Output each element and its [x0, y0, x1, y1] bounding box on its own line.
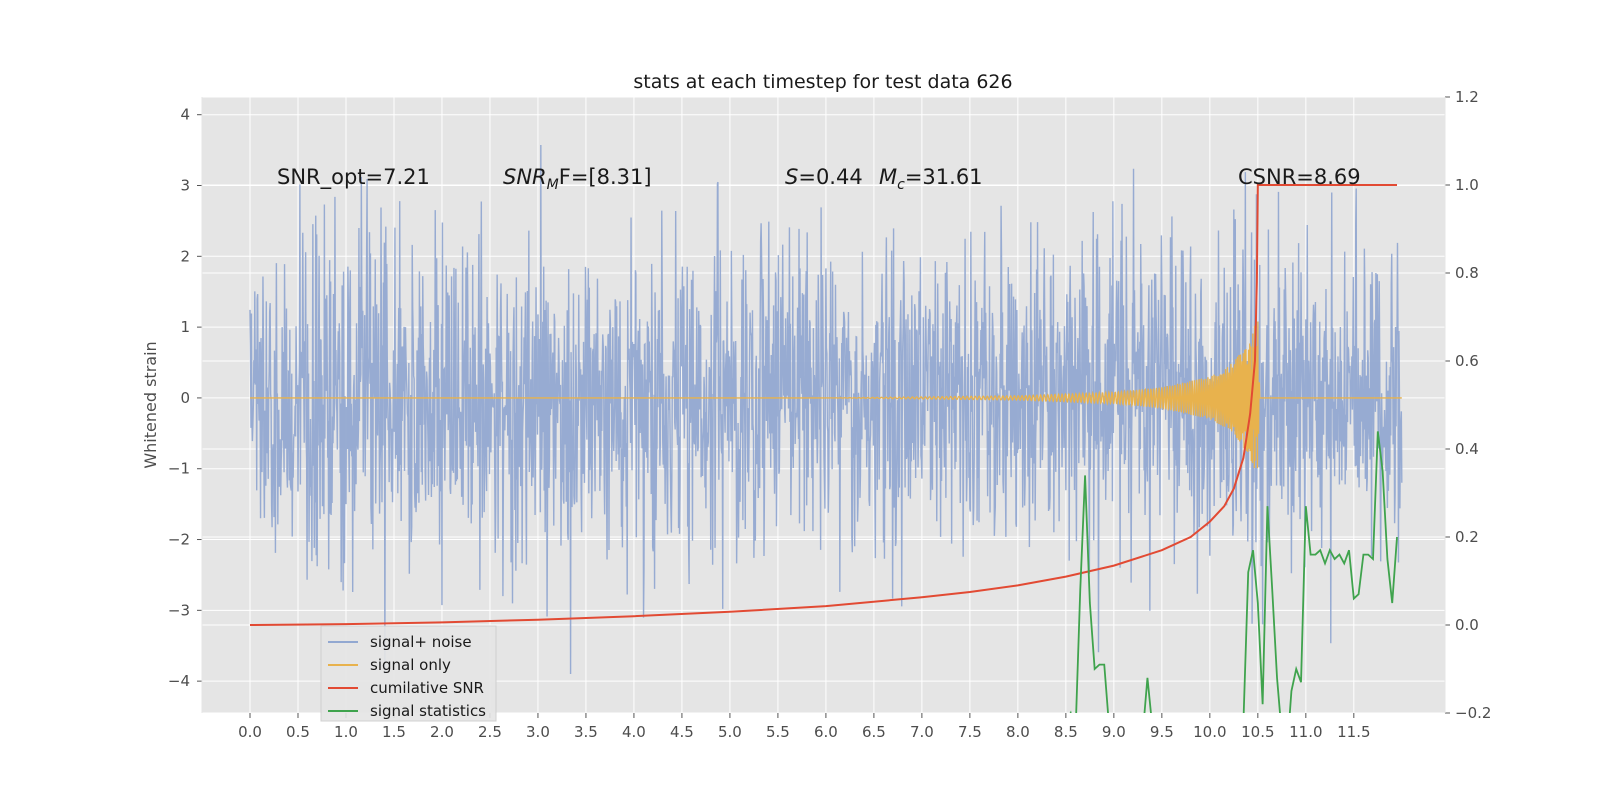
- annotation-snr-mf-symbol: SNR: [503, 165, 547, 189]
- y-tick-label-right: 0.0: [1455, 616, 1479, 634]
- x-tick-label: 0.5: [286, 723, 310, 741]
- series-layer: [249, 144, 1403, 713]
- series-signal-noise: [249, 144, 1403, 675]
- chart-title: stats at each timestep for test data 626: [633, 71, 1012, 93]
- legend-entry-label: signal+ noise: [370, 633, 472, 651]
- x-tick-label: 4.0: [622, 723, 646, 741]
- x-tick-label: 6.5: [862, 723, 886, 741]
- y-tick-label-left: −3: [168, 601, 190, 619]
- x-tick-label: 10.0: [1193, 723, 1226, 741]
- y-tick-label-right: 0.4: [1455, 440, 1479, 458]
- annotation-snr-mf-sub: M: [547, 177, 559, 193]
- x-tick-label: 5.0: [718, 723, 742, 741]
- series-cumulative-snr: [249, 184, 1398, 626]
- series-signal-only: [249, 321, 1402, 469]
- legend-entry-label: cumilative SNR: [370, 679, 484, 697]
- y-tick-label-left: 0: [180, 389, 190, 407]
- annotation-snr-mf-rest: F=[8.31]: [559, 165, 652, 189]
- x-tick-label: 0.0: [238, 723, 262, 741]
- y-tick-label-left: −4: [168, 672, 190, 690]
- x-tick-label: 2.0: [430, 723, 454, 741]
- x-tick-label: 2.5: [478, 723, 502, 741]
- series-signal-statistics: [1069, 475, 1109, 713]
- y-tick-label-left: −1: [168, 460, 190, 478]
- annotation-mc-sub: c: [897, 177, 905, 193]
- x-tick-label: 3.0: [526, 723, 550, 741]
- legend-entry-label: signal statistics: [370, 702, 486, 720]
- y-tick-label-left: 2: [180, 247, 190, 265]
- series-signal-statistics: [1143, 677, 1152, 713]
- x-tick-label: 3.5: [574, 723, 598, 741]
- annotation-s: S=0.44: [785, 165, 863, 189]
- y-tick-label-right: −0.2: [1455, 704, 1491, 722]
- legend-entry-label: signal only: [370, 656, 451, 674]
- x-tick-label: 7.0: [910, 723, 934, 741]
- y-tick-label-right: 1.0: [1455, 176, 1479, 194]
- x-tick-label: 8.0: [1006, 723, 1030, 741]
- y-tick-label-left: 3: [180, 177, 190, 195]
- y-tick-label-right: 1.2: [1455, 88, 1479, 106]
- y-tick-label-left: −2: [168, 531, 190, 549]
- x-tick-label: 11.5: [1337, 723, 1370, 741]
- x-tick-label: 1.0: [334, 723, 358, 741]
- annotation-csnr: CSNR=8.69: [1238, 165, 1361, 189]
- y-tick-label-left: 4: [180, 106, 190, 124]
- annotation-snr-opt: SNR_opt=7.21: [277, 165, 430, 190]
- series-signal-statistics: [1242, 431, 1398, 713]
- x-tick-label: 8.5: [1054, 723, 1078, 741]
- x-tick-label: 4.5: [670, 723, 694, 741]
- y-tick-label-right: 0.2: [1455, 528, 1479, 546]
- x-tick-label: 9.0: [1102, 723, 1126, 741]
- annotation-snr-mf: SNRMF=[8.31]: [503, 165, 652, 193]
- y-axis-label: Whitened strain: [141, 341, 160, 468]
- y-tick-label-left: 1: [180, 318, 190, 336]
- axes: 0.0 0.5 1.0 1.5 2.0 2.5 3.0 3.5 4.0 4.5 5.0 5.5 6.0 6…: [168, 88, 1492, 741]
- x-tick-label: 5.5: [766, 723, 790, 741]
- annotation-mc-symbol: M: [879, 165, 897, 189]
- annotation-s-value: =0.44: [798, 165, 862, 189]
- x-tick-label: 10.5: [1241, 723, 1274, 741]
- legend: signal+ noise signal only cumilative SNR si…: [320, 625, 497, 722]
- annotation-mc: Mc=31.61: [879, 165, 983, 193]
- annotation-mc-value: =31.61: [905, 165, 983, 189]
- x-tick-label: 1.5: [382, 723, 406, 741]
- x-tick-label: 6.0: [814, 723, 838, 741]
- y-tick-label-right: 0.6: [1455, 352, 1479, 370]
- x-tick-label: 7.5: [958, 723, 982, 741]
- y-tick-label-right: 0.8: [1455, 264, 1479, 282]
- annotation-s-symbol: S: [785, 165, 798, 189]
- x-tick-label: 11.0: [1289, 723, 1322, 741]
- x-tick-label: 9.5: [1150, 723, 1174, 741]
